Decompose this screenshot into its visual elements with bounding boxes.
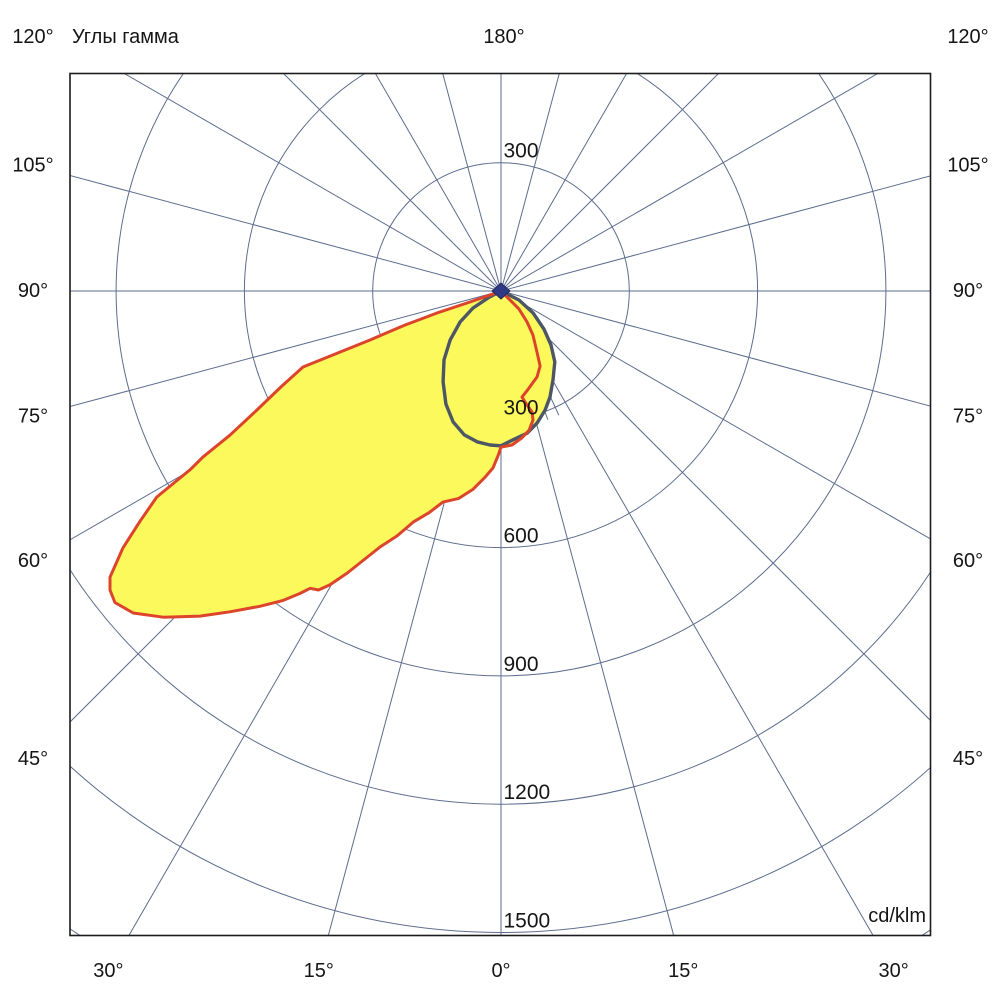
angle-label-bottom-4: 30° [878, 960, 908, 982]
ring-label-top-300: 300 [504, 140, 539, 163]
gamma-radial-330 [500, 290, 874, 936]
gamma-radial-135 [282, 73, 502, 292]
angle-label-bottom-3: 15° [668, 960, 698, 982]
unit-label: cd/klm [868, 905, 926, 927]
chart-title: Углы гамма [72, 26, 180, 48]
gamma-radial-120 [123, 73, 502, 292]
angle-label-right-45: 45° [953, 748, 983, 770]
center-marker-diamond [491, 282, 511, 300]
gamma-radial-285 [500, 290, 931, 407]
angle-label-bottom-1: 15° [304, 960, 334, 982]
gamma-radial-255 [500, 175, 931, 292]
angle-label-top-right-120: 120° [947, 26, 988, 48]
angle-label-top-left-120: 120° [12, 26, 53, 48]
ring-circle-1500 [70, 765, 931, 933]
gamma-radial-315 [500, 290, 931, 722]
intensity-curves [108, 282, 557, 619]
beam-fill-c0-c180 [110, 291, 541, 618]
gamma-radial-240 [500, 73, 879, 292]
plot-border [69, 72, 932, 937]
angle-label-bottom-0: 30° [93, 960, 123, 982]
axis-labels: 300 600 900 1200 1500 300 105° 105° 90° 90° 75° 75°… [12, 140, 988, 982]
angle-label-right-60: 60° [953, 550, 983, 572]
ring-label-1500: 1500 [504, 910, 551, 933]
ring-label-600: 600 [504, 525, 539, 548]
gamma-radial-105 [70, 174, 502, 292]
ring-label-900: 900 [504, 653, 539, 676]
curve-c0-c180 [108, 289, 542, 619]
gamma-radial-75 [70, 290, 502, 408]
angle-label-left-75: 75° [18, 405, 48, 427]
gamma-radial-150 [374, 73, 502, 292]
gamma-radial-225 [500, 73, 720, 292]
gamma-radial-195 [500, 73, 560, 292]
angle-label-left-105: 105° [12, 155, 53, 177]
angle-label-top-180: 180° [483, 26, 524, 48]
gamma-radial-300 [500, 290, 931, 540]
gamma-radial-165 [442, 73, 502, 292]
angle-label-left-60: 60° [18, 550, 48, 572]
gamma-radial-345 [500, 290, 675, 936]
angle-label-right-105: 105° [947, 155, 988, 177]
ring-label-1200: 1200 [504, 781, 551, 804]
angle-label-right-90: 90° [953, 280, 983, 302]
angle-label-left-90: 90° [18, 280, 48, 302]
angle-label-right-75: 75° [953, 405, 983, 427]
gamma-radial-210 [500, 73, 628, 292]
angle-label-bottom-2: 0° [491, 960, 510, 982]
angle-label-left-45: 45° [18, 748, 48, 770]
ring-label-300: 300 [504, 396, 539, 419]
